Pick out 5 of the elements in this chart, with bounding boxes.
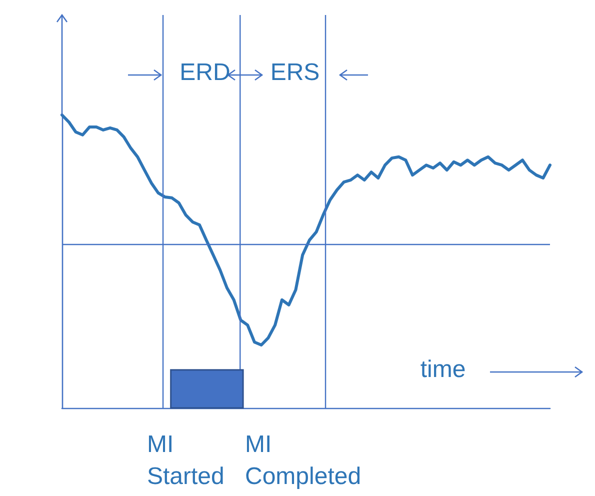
text: MI Started (147, 431, 224, 490)
annotation: time (420, 356, 466, 383)
text: ERD (180, 59, 230, 86)
text: MI Completed (245, 431, 362, 490)
text: ERS (270, 59, 320, 86)
